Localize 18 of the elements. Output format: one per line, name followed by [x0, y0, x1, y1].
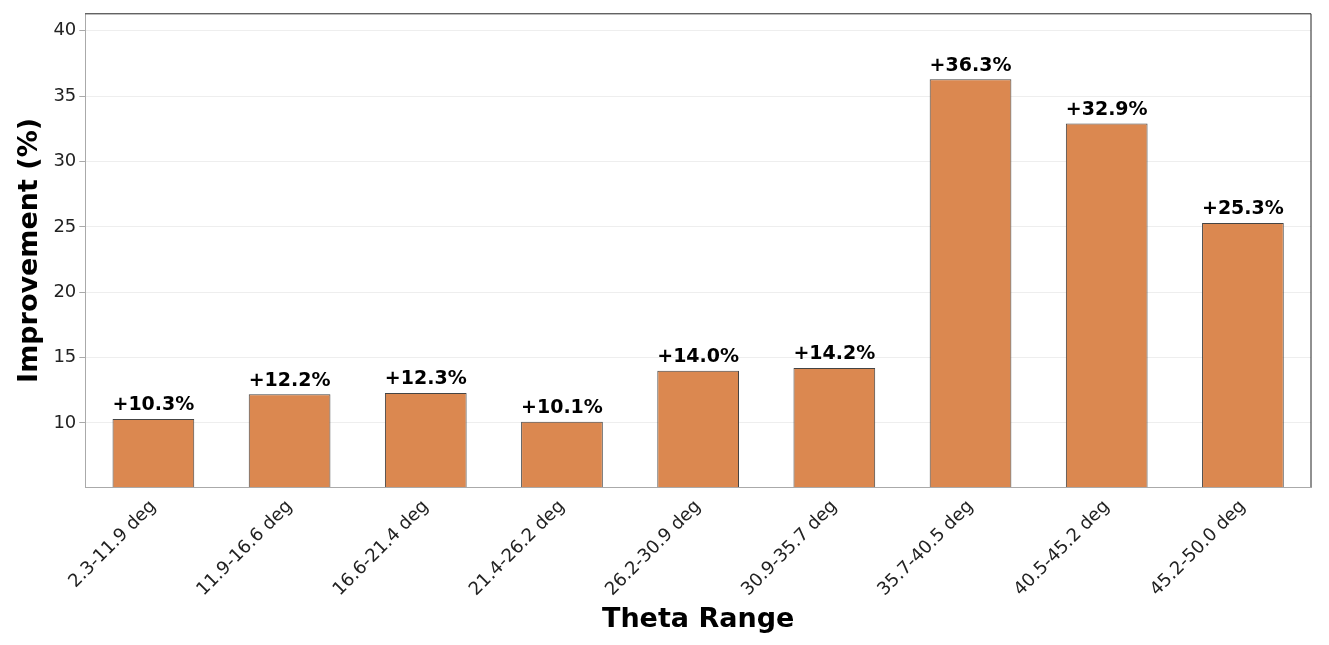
data-label: +14.2% — [793, 341, 876, 364]
y-tick-label: 15 — [53, 345, 77, 367]
data-label: +14.0% — [657, 344, 740, 367]
data-label: +10.3% — [112, 392, 195, 415]
data-label: +10.1% — [521, 395, 603, 418]
y-tick-label: 20 — [53, 279, 77, 301]
data-label: +25.3% — [1201, 196, 1284, 219]
data-label: +36.3% — [929, 52, 1012, 75]
data-label: +12.2% — [248, 367, 331, 390]
y-tick-label: 40 — [53, 18, 77, 40]
x-axis-title: Theta Range — [601, 601, 795, 633]
y-tick-label: 35 — [53, 83, 77, 105]
y-tick-label: 25 — [53, 214, 77, 236]
y-tick-label: 10 — [53, 410, 77, 432]
data-label: +12.3% — [384, 366, 467, 389]
y-axis-title: Improvement (%) — [12, 117, 44, 383]
data-label: +32.9% — [1065, 97, 1148, 120]
y-tick-label: 30 — [53, 149, 77, 171]
